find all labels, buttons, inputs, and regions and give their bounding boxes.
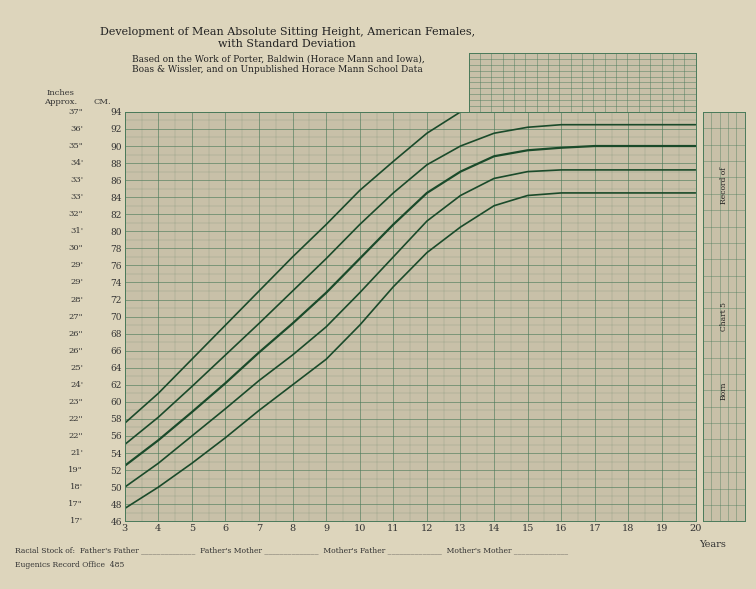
Text: 21': 21' [70,449,83,457]
Text: 25': 25' [70,364,83,372]
Text: with Standard Deviation: with Standard Deviation [218,39,356,49]
Text: 18': 18' [70,483,83,491]
Text: 31': 31' [70,227,83,235]
Text: Record of: Record of [720,167,728,204]
Text: Years: Years [699,540,727,550]
Text: 26": 26" [69,330,83,337]
Text: Boas & Wissler, and on Unpublished Horace Mann School Data: Boas & Wissler, and on Unpublished Horac… [132,65,423,74]
Text: 24': 24' [70,381,83,389]
Text: 37": 37" [68,108,83,116]
Text: 34': 34' [70,159,83,167]
Text: 27": 27" [69,313,83,320]
Text: Based on the Work of Porter, Baldwin (Horace Mann and Iowa),: Based on the Work of Porter, Baldwin (Ho… [132,54,425,64]
Text: Inches
Approx.: Inches Approx. [44,89,77,106]
Text: 36': 36' [70,125,83,133]
Text: CM.: CM. [93,98,111,106]
Text: 19": 19" [68,466,83,474]
Text: Development of Mean Absolute Sitting Height, American Females,: Development of Mean Absolute Sitting Hei… [100,28,475,37]
Text: 23": 23" [69,398,83,406]
Text: 30": 30" [69,244,83,252]
Text: 28': 28' [70,296,83,303]
Text: Chart 5: Chart 5 [720,302,728,331]
Text: 22": 22" [69,415,83,423]
Text: 29': 29' [70,262,83,269]
Text: 22": 22" [69,432,83,440]
Text: 17": 17" [68,500,83,508]
Text: 35": 35" [68,142,83,150]
Text: 33': 33' [70,176,83,184]
Text: 29': 29' [70,279,83,286]
Text: Racial Stock of:  Father's Father ______________  Father's Mother ______________: Racial Stock of: Father's Father _______… [15,547,569,555]
Text: 26": 26" [69,347,83,355]
Text: 33': 33' [70,193,83,201]
Text: Eugenics Record Office  485: Eugenics Record Office 485 [15,561,125,570]
Text: Born: Born [720,381,728,399]
Text: 17': 17' [70,517,83,525]
Text: 32": 32" [69,210,83,219]
